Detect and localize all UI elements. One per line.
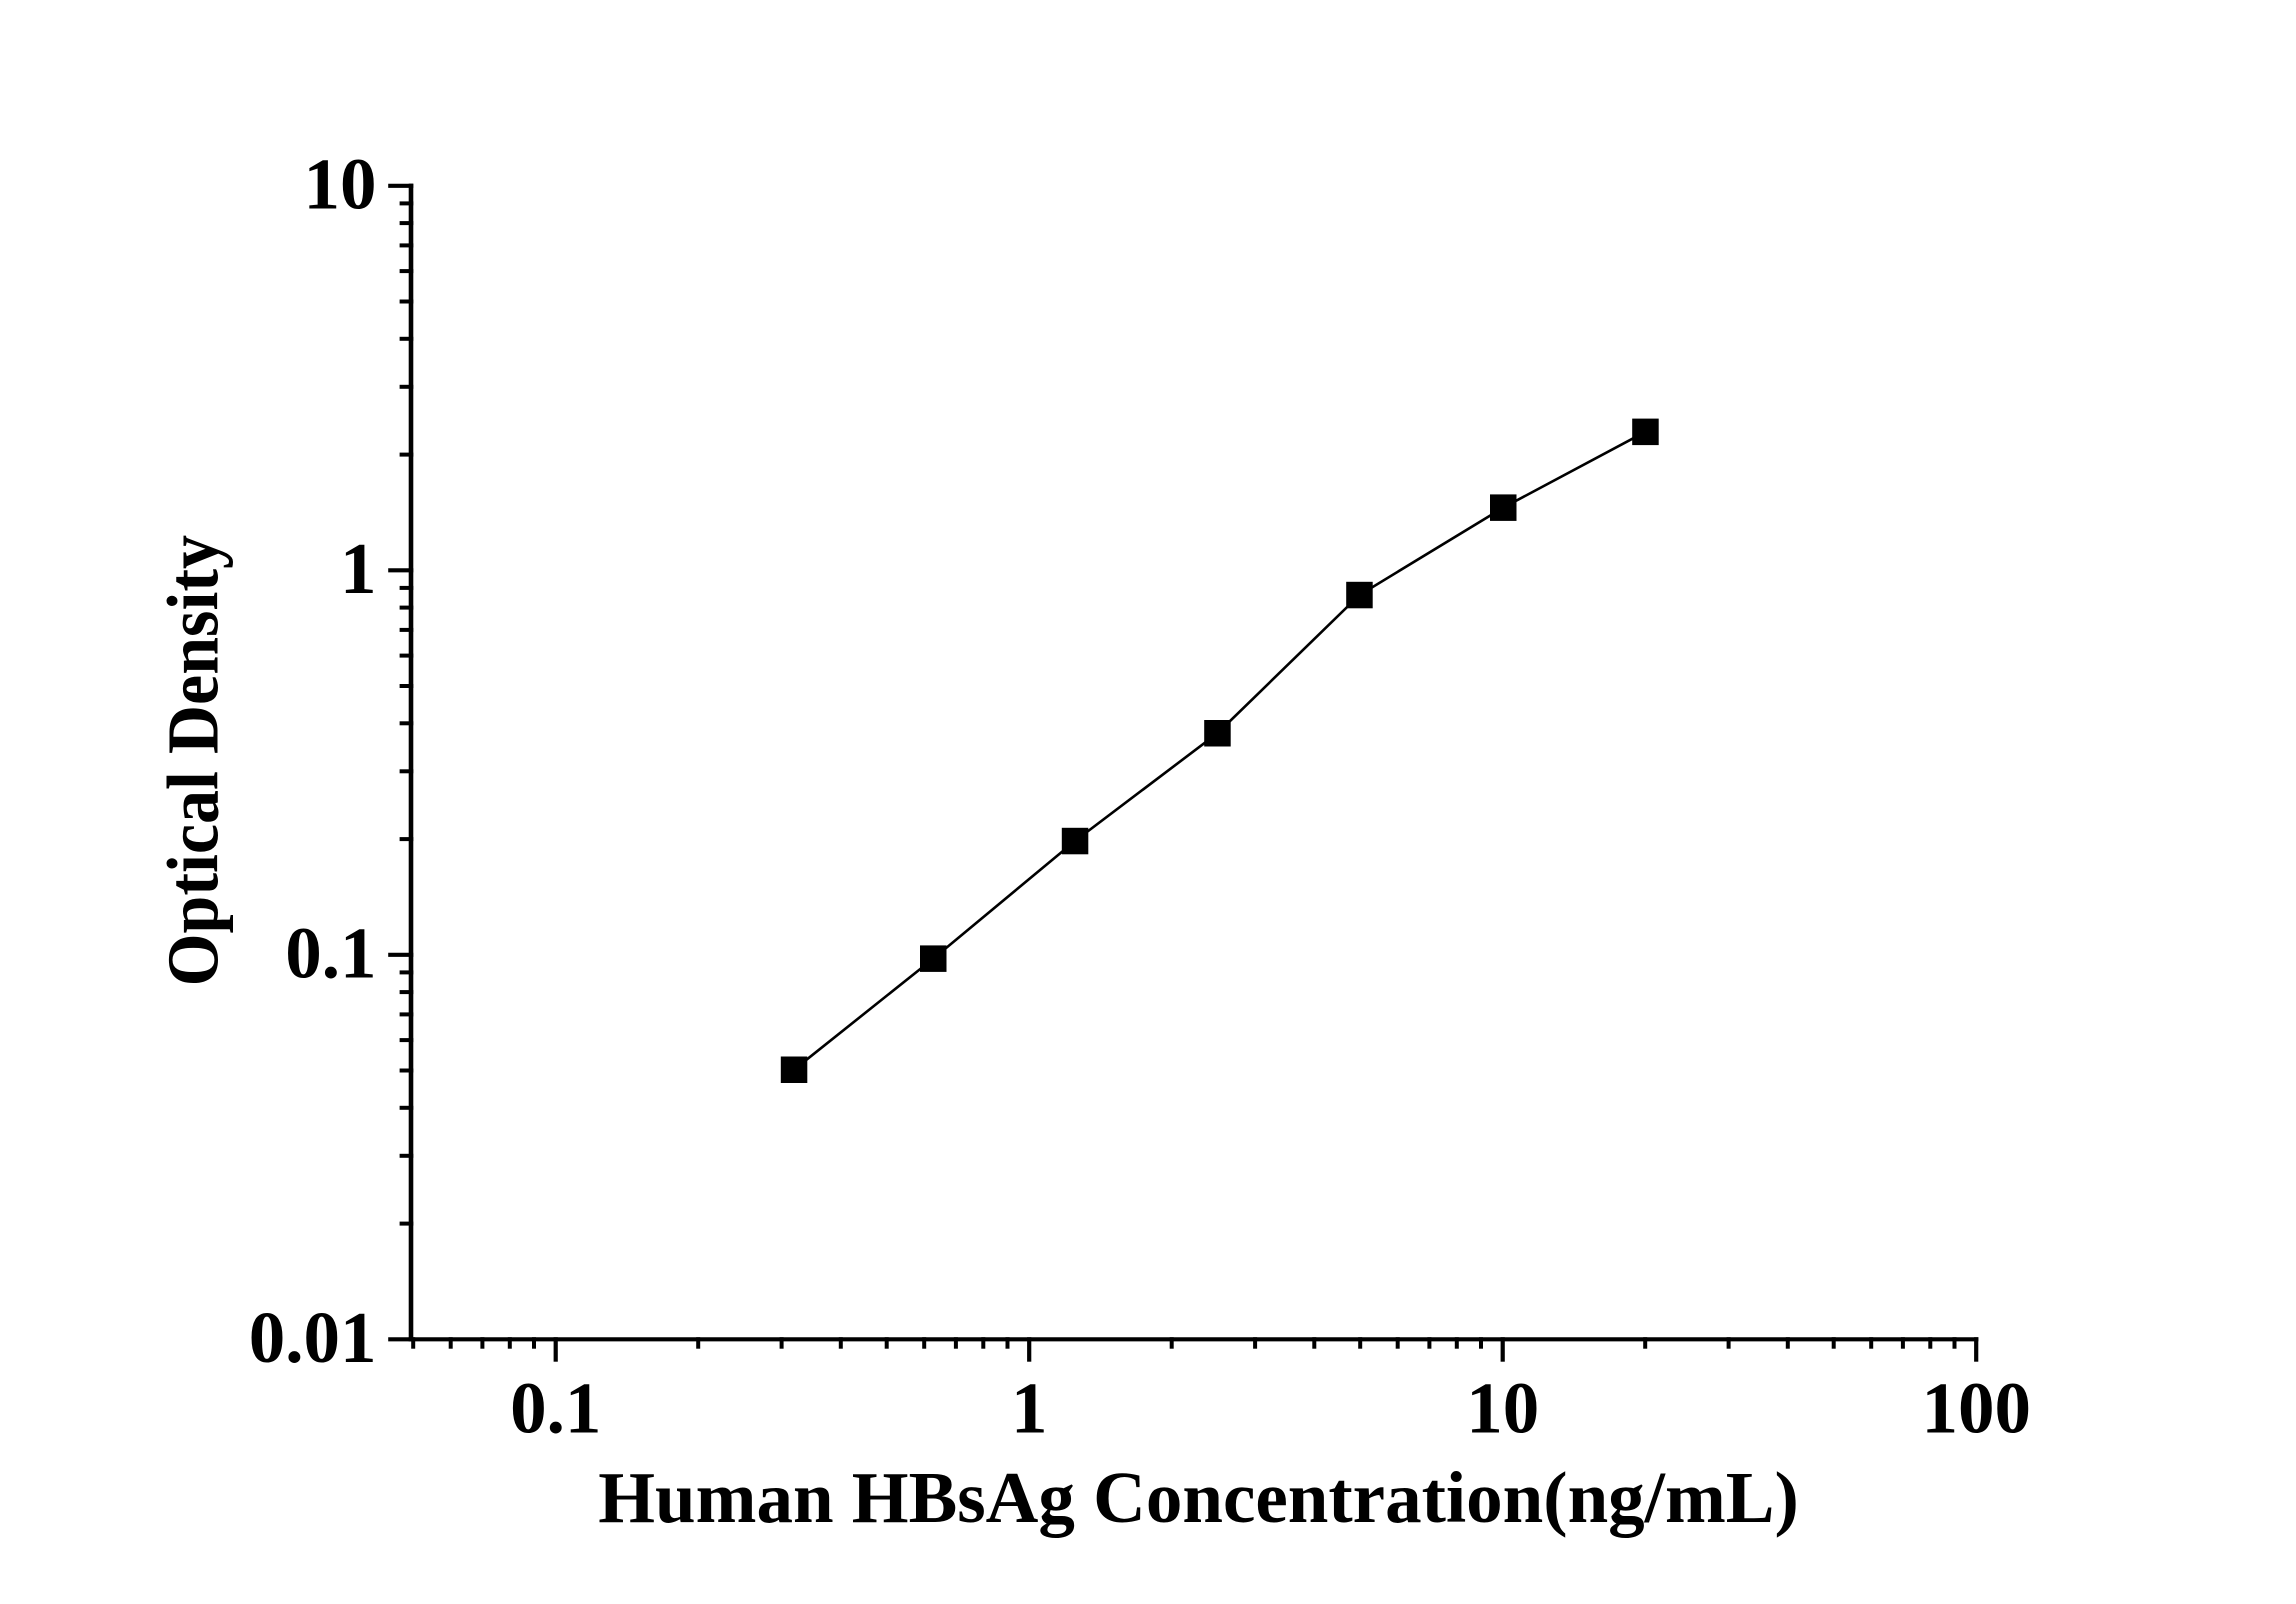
- svg-text:1: 1: [1011, 1368, 1048, 1449]
- svg-text:Human HBsAg Concentration(ng/m: Human HBsAg Concentration(ng/mL): [598, 1457, 1799, 1538]
- svg-text:Optical Density: Optical Density: [153, 535, 234, 986]
- svg-text:0.1: 0.1: [510, 1368, 601, 1449]
- svg-text:1: 1: [340, 528, 377, 609]
- svg-text:0.01: 0.01: [249, 1297, 377, 1378]
- svg-text:10: 10: [304, 144, 377, 225]
- svg-text:100: 100: [1921, 1368, 2031, 1449]
- svg-text:10: 10: [1466, 1368, 1539, 1449]
- svg-text:0.1: 0.1: [285, 913, 376, 994]
